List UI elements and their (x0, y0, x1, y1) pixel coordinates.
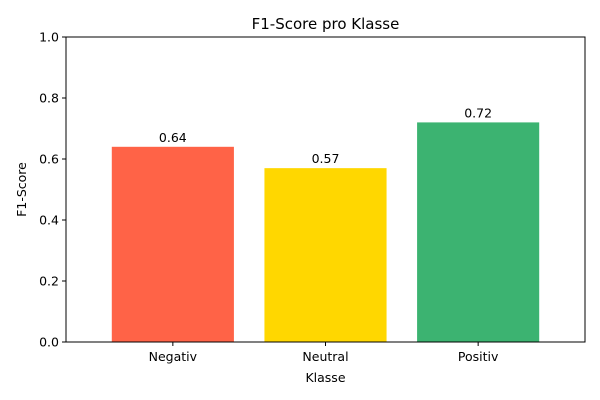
y-tick-label: 0.8 (39, 91, 59, 106)
x-axis-label: Klasse (305, 370, 345, 385)
y-tick-label: 0.0 (39, 335, 59, 350)
y-axis-label: F1-Score (14, 162, 29, 217)
plot-area: 0.64 Negativ 0.57 Neutral 0.72 Positiv 0.0 0.2 0… (39, 30, 540, 364)
data-label-neutral: 0.57 (312, 151, 340, 166)
x-tick-label-neutral: Neutral (302, 349, 348, 364)
chart-title: F1-Score pro Klasse (252, 15, 400, 33)
bar-positiv (417, 122, 540, 343)
x-tick-label-negativ: Negativ (149, 349, 198, 364)
y-tick-label: 1.0 (39, 30, 59, 45)
x-tick-label-positiv: Positiv (458, 349, 499, 364)
y-tick-label: 0.4 (39, 213, 59, 228)
axes-frame (65, 36, 586, 343)
bar-neutral (264, 168, 387, 342)
data-label-positiv: 0.72 (464, 105, 492, 120)
y-tick-label: 0.2 (39, 274, 59, 289)
bar-negativ (111, 146, 234, 342)
y-tick-label: 0.6 (39, 152, 59, 167)
data-label-negativ: 0.64 (159, 130, 187, 145)
